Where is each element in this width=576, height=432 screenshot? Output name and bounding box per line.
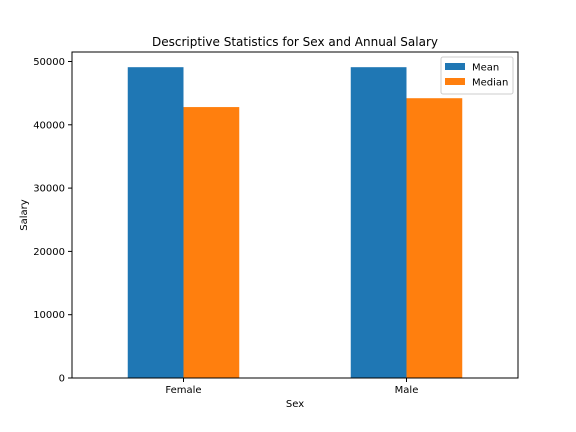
plot-frame [71, 51, 519, 379]
legend-label-median: Median [472, 78, 508, 89]
bar-median-female [183, 107, 240, 378]
y-axis-label: Salary [19, 199, 30, 230]
x-tick-label: Male [395, 385, 419, 396]
y-tick-label: 40000 [33, 120, 65, 131]
legend-swatch-mean [445, 63, 465, 70]
y-tick-label: 20000 [33, 247, 65, 258]
y-tick-label: 30000 [33, 184, 65, 195]
bars-layer [127, 67, 463, 379]
y-tick-label: 10000 [33, 310, 65, 321]
legend-label-mean: Mean [472, 63, 499, 74]
bar-median-male [406, 98, 463, 379]
y-axis: 0 10000 20000 30000 40000 50000 [33, 57, 72, 385]
x-tick-label: Female [165, 385, 201, 396]
legend-swatch-median [445, 78, 465, 85]
bar-mean-male [350, 67, 407, 378]
y-tick-label: 50000 [33, 57, 65, 68]
x-axis: Female Male [165, 378, 418, 396]
y-tick-label: 0 [59, 374, 65, 385]
x-axis-label: Sex [286, 399, 304, 410]
chart-title: Descriptive Statistics for Sex and Annua… [152, 35, 438, 49]
bar-mean-female [127, 67, 184, 378]
legend: Mean Median [440, 56, 514, 95]
